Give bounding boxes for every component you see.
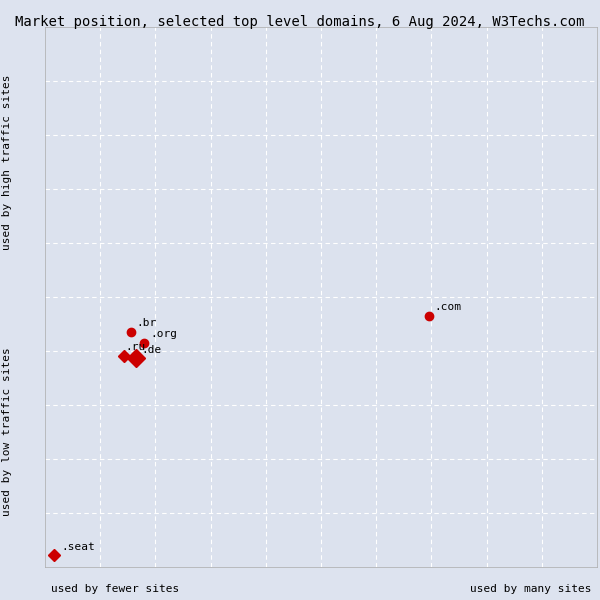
Text: used by fewer sites: used by fewer sites xyxy=(51,584,179,594)
Text: .com: .com xyxy=(434,302,461,311)
Text: .seat: .seat xyxy=(61,542,95,553)
Text: used by many sites: used by many sites xyxy=(470,584,591,594)
Text: used by high traffic sites: used by high traffic sites xyxy=(2,74,12,250)
Text: .org: .org xyxy=(150,329,177,338)
Text: .ru: .ru xyxy=(125,342,145,352)
Text: .de: .de xyxy=(142,346,162,355)
Text: .br: .br xyxy=(136,318,157,328)
Text: Market position, selected top level domains, 6 Aug 2024, W3Techs.com: Market position, selected top level doma… xyxy=(15,15,585,29)
Text: used by low traffic sites: used by low traffic sites xyxy=(2,347,12,517)
